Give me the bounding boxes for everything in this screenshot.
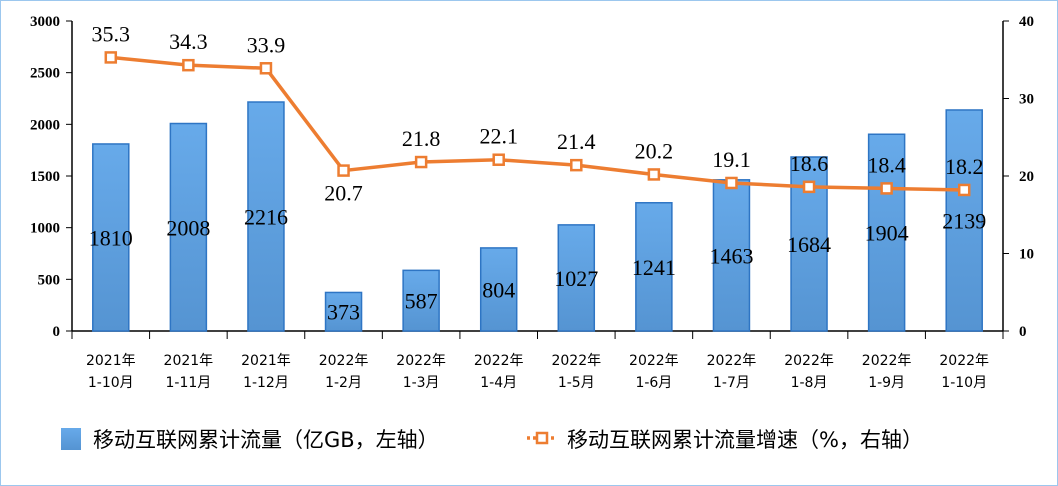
bar-data-label: 2139 [942,208,986,233]
bar [945,109,983,332]
bar-data-label: 804 [482,277,515,302]
left-axis-tick-label: 3000 [30,14,60,30]
left-axis-tick-label: 500 [38,272,61,288]
line-marker [337,164,350,177]
bar-data-label: 1684 [787,232,831,257]
bar [712,179,751,332]
line-marker [957,183,971,197]
bar [92,143,130,332]
left-axis-tick-label: 2000 [30,117,60,133]
bar-data-label: 587 [405,289,438,314]
x-axis-label-year: 2021年 [86,353,136,369]
bar [867,133,906,332]
line-marker [725,176,738,190]
bar-data-label: 1241 [632,255,676,280]
line-marker [259,62,273,75]
right-axis-tick-label: 20 [1019,169,1034,185]
x-axis-label-year: 2022年 [474,353,524,369]
x-axis-label-year: 2022年 [396,353,446,369]
left-axis-tick-label: 1500 [30,169,60,185]
line-data-label: 22.1 [479,124,518,149]
x-axis-label-period: 1-3月 [403,375,440,391]
line-data-label: 21.8 [402,126,441,151]
left-axis-tick-label: 1000 [30,221,60,237]
line-data-label: 34.3 [169,29,208,54]
line-marker [414,155,428,169]
legend-bar-swatch [61,428,81,450]
bar [247,101,285,332]
x-axis-label-year: 2022年 [939,353,989,369]
line-marker [182,58,195,72]
line-marker [880,182,893,195]
right-axis-tick-label: 10 [1019,247,1034,263]
x-axis-label-period: 1-7月 [713,375,750,391]
line-data-label: 18.6 [790,151,829,176]
bar [169,122,208,332]
x-axis-label-year: 2022年 [551,353,601,369]
x-axis-label-year: 2022年 [629,353,679,369]
left-axis-tick-label: 2500 [30,66,60,82]
x-axis-label-period: 1-8月 [791,375,828,391]
x-axis-label-year: 2022年 [784,353,834,369]
line-marker [492,153,505,166]
left-axis-tick-label: 0 [53,324,61,340]
bar-data-label: 1904 [865,221,909,246]
x-axis-label-period: 1-2月 [325,375,362,391]
x-axis-label-year: 2022年 [707,353,757,369]
x-axis-label-period: 1-11月 [165,375,211,391]
line-data-label: 18.2 [945,154,984,179]
line-marker [570,158,583,172]
legend-line-label: 移动互联网累计流量增速（%，右轴） [567,428,923,452]
legend-bar-label: 移动互联网累计流量（亿GB，左轴） [93,428,439,452]
line-data-label: 21.4 [557,129,596,154]
bar-data-label: 1810 [89,225,133,250]
x-axis-label-year: 2021年 [164,353,214,369]
x-axis-label-year: 2021年 [241,353,291,369]
bar-data-label: 2008 [166,215,210,240]
line-data-label: 18.4 [867,152,906,177]
line-data-label: 19.1 [712,147,751,172]
bar-data-label: 373 [327,300,360,325]
bar-data-label: 1027 [554,266,598,291]
x-axis-label-period: 1-4月 [480,375,517,391]
bar-data-label: 1463 [709,243,753,268]
line-marker [802,180,816,194]
legend-line-marker [535,431,549,445]
x-axis-label-period: 1-10月 [941,375,987,391]
growth-line [110,55,965,192]
right-axis-tick-label: 40 [1019,14,1034,30]
x-axis-label-period: 1-5月 [558,375,595,391]
bar [479,247,518,332]
bar [324,291,363,332]
line-data-label: 35.3 [92,21,131,46]
right-axis-tick-label: 30 [1019,92,1034,108]
x-axis-label-period: 1-6月 [635,375,672,391]
bar [635,202,673,332]
bar [557,224,596,332]
line-data-label: 20.2 [635,138,674,163]
x-axis-label-period: 1-12月 [243,375,289,391]
line-marker [104,51,118,64]
x-axis-label-period: 1-10月 [88,375,134,391]
line-data-label: 33.9 [247,32,286,57]
x-axis-label-year: 2022年 [862,353,912,369]
line-data-label: 20.7 [324,181,363,206]
bar [402,269,440,332]
line-marker [647,168,661,181]
x-axis-label-year: 2022年 [319,353,369,369]
right-axis-tick-label: 0 [1019,324,1027,340]
x-axis-label-period: 1-9月 [868,375,905,391]
bar-data-label: 2216 [244,205,288,230]
